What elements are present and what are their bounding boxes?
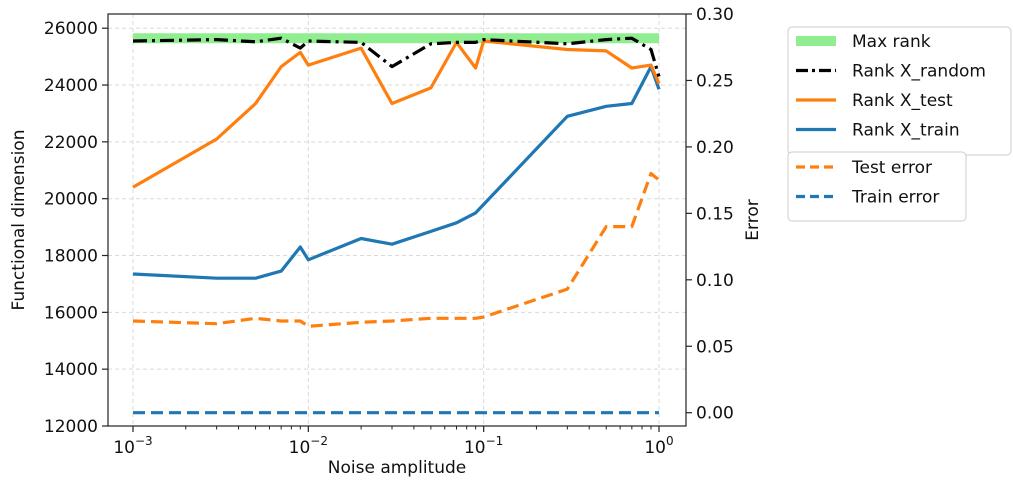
grid-layer <box>108 14 686 427</box>
y-tick-label: 20000 <box>44 190 98 210</box>
x-tick-label: 10−3 <box>113 434 152 458</box>
legend-label: Train error <box>851 188 939 208</box>
series-line-rank-x-random <box>132 36 661 77</box>
y2-tick-label: 0.05 <box>696 337 734 357</box>
legend-box <box>787 151 967 222</box>
y-tick-label: 26000 <box>44 19 98 39</box>
y-tick-label: 18000 <box>44 247 98 267</box>
series-line-test-error <box>132 171 661 328</box>
y-tick-label: 14000 <box>44 360 98 380</box>
legend: Max rank Rank X_random Rank X_test Rank X_t… <box>787 26 1012 222</box>
y2-axis-title: Error <box>743 199 763 240</box>
legend-label: Rank X_random <box>852 62 986 82</box>
plot-frame <box>107 13 687 427</box>
y-tick-label: 16000 <box>44 303 98 323</box>
y-tick-label: 22000 <box>44 133 98 153</box>
y-tick-label: 24000 <box>44 76 98 96</box>
x-tick-label: 10−2 <box>289 434 328 458</box>
y2-tick-label: 0.20 <box>696 138 734 158</box>
y2-tick-label: 0.00 <box>696 404 734 424</box>
y2-tick-label: 0.25 <box>696 71 734 91</box>
series-layer <box>132 33 661 415</box>
y2-tick-label: 0.15 <box>696 204 734 224</box>
y-tick-label: 12000 <box>44 417 98 437</box>
x-tick-label: 10−1 <box>464 434 503 458</box>
axes-layer: 10−3 10−2 10−1 100 12000 14000 16000 18000 20000… <box>44 5 734 458</box>
series-line-rank-x-train <box>132 64 661 280</box>
x-tick-label: 100 <box>644 434 673 458</box>
legend-label: Test error <box>851 158 932 178</box>
y2-tick-label: 0.30 <box>696 5 734 25</box>
legend-label: Rank X_test <box>852 91 953 111</box>
x-axis-title: Noise amplitude <box>328 458 466 478</box>
y-axis-title: Functional dimension <box>9 130 29 311</box>
y2-tick-label: 0.10 <box>696 271 734 291</box>
legend-label: Max rank <box>852 32 931 52</box>
legend-label: Rank X_train <box>852 121 960 141</box>
series-line-rank-x-test <box>132 39 661 189</box>
